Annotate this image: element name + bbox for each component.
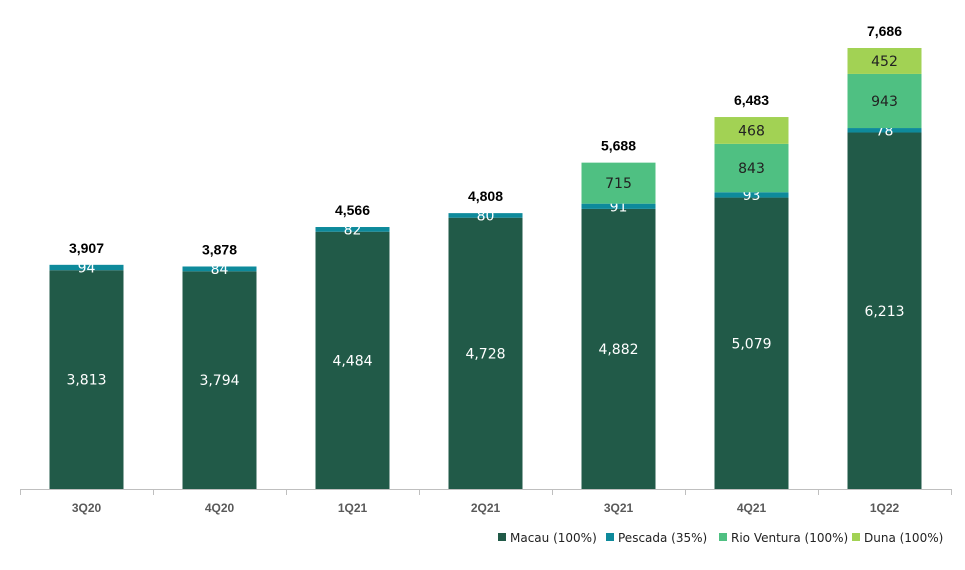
bar-segment-4q21-series-0: [714, 197, 789, 489]
legend-item-2: Rio Ventura (100%): [719, 531, 848, 545]
data-label-3q21-series-2: 715: [605, 176, 632, 192]
data-label-4q20-series-1: 84: [211, 262, 229, 278]
total-label-3q21: 5,688: [601, 138, 636, 154]
bar-segment-3q21-series-0: [581, 208, 656, 489]
x-axis-ticks: 3Q20 4Q20 1Q21 2Q21 3Q21 4Q21 1Q22: [20, 489, 952, 515]
bar-segment-2q21-series-1: [448, 213, 523, 218]
data-label-3q20-series-1: 94: [78, 261, 96, 277]
legend: Macau (100%) Pescada (35%) Rio Ventura (10…: [498, 531, 943, 545]
legend-label: Duna (100%): [864, 531, 943, 545]
bar-segment-4q21-series-3: [714, 117, 789, 144]
data-label-1q21-series-0: 4,484: [332, 353, 372, 369]
x-tick-label-1q22: 1Q22: [870, 501, 900, 515]
legend-item-3: Duna (100%): [852, 531, 943, 545]
legend-item-0: Macau (100%): [498, 531, 597, 545]
totals-layer: 3,907 3,878 4,566 4,808 5,688 6,483 7,686: [69, 23, 902, 257]
legend-label: Pescada (35%): [618, 531, 707, 545]
legend-swatch: [852, 533, 860, 541]
bar-segment-4q21-series-2: [714, 143, 789, 193]
total-label-2q21: 4,808: [468, 188, 503, 204]
bar-segment-1q22-series-2: [847, 73, 922, 129]
legend-swatch: [606, 533, 614, 541]
bar-segment-4q20-series-0: [182, 271, 257, 489]
bar-segment-4q21-series-1: [714, 192, 789, 198]
bar-segment-3q20-series-1: [49, 264, 124, 271]
x-tick-label-4q20: 4Q20: [205, 501, 235, 515]
x-tick-label-2q21: 2Q21: [471, 501, 501, 515]
legend-item-1: Pescada (35%): [606, 531, 707, 545]
x-tick-label-1q21: 1Q21: [338, 501, 368, 515]
legend-label: Macau (100%): [510, 531, 597, 545]
x-tick-label-4q21: 4Q21: [737, 501, 767, 515]
data-label-3q20-series-0: 3,813: [66, 373, 106, 389]
data-label-4q21-series-0: 5,079: [731, 336, 771, 352]
data-label-4q20-series-0: 3,794: [199, 373, 239, 389]
data-label-2q21-series-1: 80: [477, 208, 495, 224]
bar-segment-1q22-series-1: [847, 128, 922, 133]
data-label-2q21-series-0: 4,728: [465, 346, 505, 362]
bar-segment-3q21-series-1: [581, 203, 656, 209]
data-label-1q22-series-2: 943: [871, 94, 898, 110]
bars-layer: 3,813943,794844,484824,728804,882917155,…: [49, 48, 922, 489]
total-label-4q21: 6,483: [734, 92, 769, 108]
data-label-1q22-series-3: 452: [871, 54, 898, 70]
x-tick-label-3q20: 3Q20: [72, 501, 102, 515]
data-label-3q21-series-0: 4,882: [598, 342, 638, 358]
data-label-4q21-series-3: 468: [738, 123, 765, 139]
bar-segment-4q20-series-1: [182, 266, 257, 272]
legend-swatch: [498, 533, 506, 541]
data-label-4q21-series-2: 843: [738, 161, 765, 177]
data-label-1q21-series-1: 82: [344, 222, 362, 238]
legend-swatch: [719, 533, 727, 541]
bar-segment-1q22-series-0: [847, 132, 922, 489]
bar-segment-3q21-series-2: [581, 162, 656, 204]
bar-segment-1q22-series-3: [847, 48, 922, 74]
legend-label: Rio Ventura (100%): [731, 531, 848, 545]
total-label-3q20: 3,907: [69, 240, 104, 256]
total-label-1q21: 4,566: [335, 202, 370, 218]
bar-segment-3q20-series-0: [49, 270, 124, 489]
bar-segment-1q21-series-1: [315, 227, 390, 232]
x-tick-label-3q21: 3Q21: [604, 501, 634, 515]
total-label-1q22: 7,686: [867, 23, 902, 39]
data-label-1q22-series-0: 6,213: [864, 304, 904, 320]
total-label-4q20: 3,878: [202, 241, 237, 257]
bar-segment-1q21-series-0: [315, 231, 390, 489]
bar-segment-2q21-series-0: [448, 217, 523, 489]
